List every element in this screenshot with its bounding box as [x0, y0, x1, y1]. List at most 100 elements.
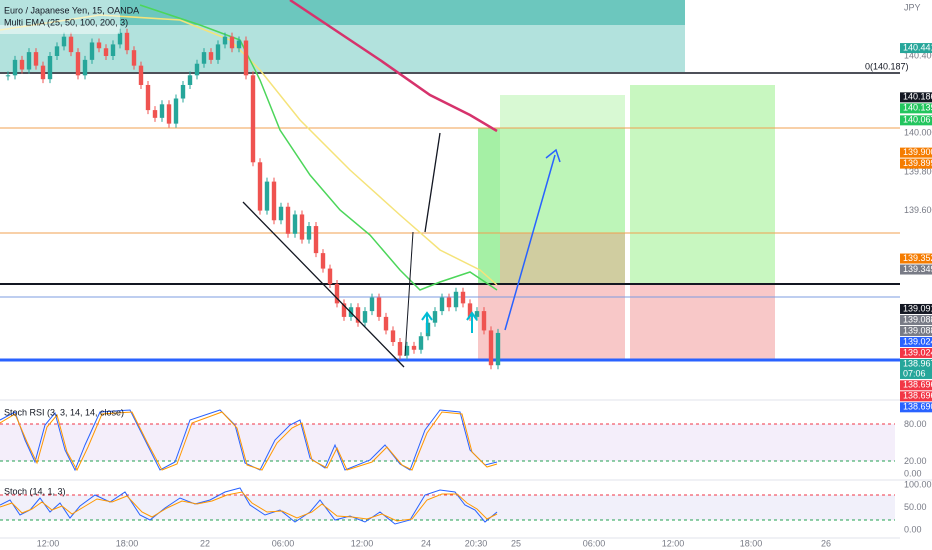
candle	[61, 36, 67, 47]
candle	[12, 59, 18, 76]
candle	[376, 297, 382, 317]
trend-line	[424, 132, 441, 233]
ema-50	[139, 4, 498, 291]
candle	[481, 311, 487, 331]
currency: JPY	[904, 2, 921, 12]
candle	[5, 75, 11, 77]
price-tag	[900, 336, 932, 347]
candle	[334, 284, 340, 304]
pane-tick-label: 20.00	[904, 456, 927, 466]
candle	[383, 316, 389, 331]
y-tick-label: 139.800	[904, 166, 932, 176]
price-tag-label: 138.696	[903, 380, 932, 390]
candle	[467, 303, 473, 317]
candle	[327, 268, 333, 285]
time-label: 12:00	[351, 538, 374, 548]
stoch-band	[0, 495, 895, 520]
profit-zone	[630, 85, 775, 285]
candle	[313, 226, 319, 254]
candle	[82, 59, 88, 76]
candle	[243, 40, 249, 76]
price-tag	[900, 92, 932, 103]
candle	[103, 48, 109, 56]
candle	[19, 59, 25, 70]
candle	[180, 84, 186, 99]
price-tag-label: 139.088	[903, 314, 932, 324]
candle	[271, 181, 277, 221]
price-tag	[900, 358, 932, 379]
signal-arrow	[466, 311, 478, 333]
candle	[47, 55, 53, 80]
signal-arrow	[421, 311, 433, 333]
price-tag	[900, 115, 932, 126]
candle	[390, 330, 396, 343]
price-tag	[900, 391, 932, 402]
candle	[474, 311, 480, 317]
time-label: 22	[200, 538, 210, 548]
price-tag-label: 139.352	[903, 253, 932, 263]
price-tag-label: 139.349	[903, 264, 932, 274]
candle	[68, 36, 74, 53]
price-tag	[900, 253, 932, 264]
price-tag-label: 140.067	[903, 115, 932, 125]
candle	[432, 311, 438, 323]
price-tag-label: 139.088	[903, 325, 932, 335]
candle	[117, 32, 123, 45]
candle	[96, 42, 102, 49]
rsi-band	[0, 424, 895, 461]
price-tag-label: 139.899	[903, 158, 932, 168]
candle	[397, 342, 403, 356]
price-tag	[900, 325, 932, 336]
candle	[229, 36, 235, 49]
stoch-k	[0, 487, 498, 525]
candle	[26, 52, 32, 70]
candle	[495, 332, 501, 366]
price-tag-label: 140.441	[903, 42, 932, 52]
candle	[166, 104, 172, 124]
rsi-label: Stoch RSI (3, 3, 14, 14, close)	[4, 407, 124, 417]
candle	[250, 75, 256, 163]
candle	[173, 98, 179, 124]
candle	[404, 345, 410, 356]
price-tag-label: 139.024	[903, 336, 932, 346]
price-tag	[900, 103, 932, 114]
y-tick-label: 139.600	[904, 205, 932, 215]
price-tag	[900, 264, 932, 275]
candle	[460, 291, 466, 304]
price-tag	[900, 303, 932, 314]
candle	[439, 297, 445, 312]
candle	[446, 297, 452, 308]
level-label: 0(140.187)	[865, 61, 909, 71]
arrow-head	[545, 148, 561, 163]
candle	[75, 52, 81, 76]
price-tag-label: 138.690	[903, 402, 932, 412]
candle	[201, 52, 207, 64]
chart-title: Euro / Japanese Yen, 15, OANDA	[4, 5, 139, 15]
candle	[124, 32, 130, 51]
candle	[194, 63, 200, 76]
candle	[152, 110, 158, 118]
candle	[418, 336, 424, 350]
stoch-d	[0, 491, 498, 522]
candle	[411, 345, 417, 350]
price-tag	[900, 380, 932, 391]
stoch-label: Stoch (14, 1, 3)	[4, 486, 66, 496]
price-tag	[900, 347, 932, 358]
time-label: 24	[421, 538, 431, 548]
time-label: 06:00	[583, 538, 606, 548]
candle	[369, 297, 375, 312]
candle	[89, 42, 95, 60]
price-tag-label: 140.139	[903, 103, 932, 113]
y-tick-label: 140.000	[904, 128, 932, 138]
candle	[257, 162, 263, 211]
time-label: 12:00	[662, 538, 685, 548]
price-tag-label: 139.091	[903, 303, 932, 313]
price-tag	[900, 158, 932, 169]
price-tag	[900, 402, 932, 413]
price-tag-label: 138.967	[903, 358, 932, 368]
time-label: 25	[511, 538, 521, 548]
time-label: 12:00	[37, 538, 60, 548]
candle	[215, 44, 221, 60]
candle	[159, 104, 165, 118]
